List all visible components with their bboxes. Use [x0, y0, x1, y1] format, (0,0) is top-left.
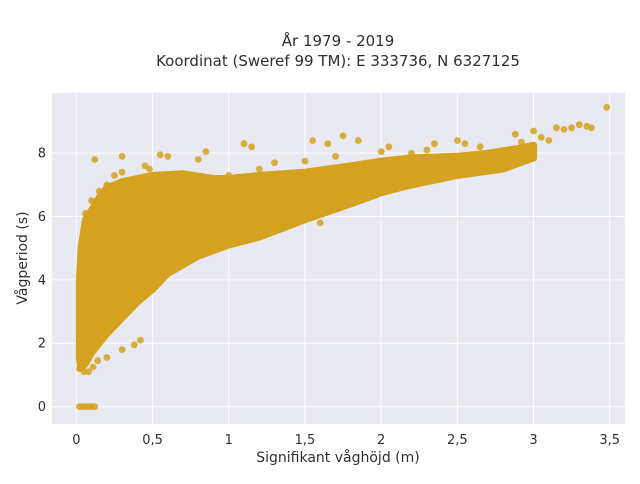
data-point	[332, 152, 339, 160]
data-point	[568, 124, 576, 132]
data-point	[248, 143, 256, 151]
data-point	[484, 162, 492, 170]
x-tick-label: 1	[225, 433, 233, 448]
data-point	[385, 143, 393, 151]
data-point	[118, 168, 126, 176]
y-tick-label: 4	[38, 273, 46, 288]
data-point	[225, 235, 233, 243]
data-point	[103, 181, 111, 189]
data-point	[377, 148, 385, 156]
data-point	[94, 357, 102, 365]
x-tick-label: 0	[72, 433, 80, 448]
data-point	[431, 140, 438, 148]
data-point	[194, 251, 202, 258]
data-point	[130, 341, 138, 349]
data-point	[408, 149, 415, 157]
data-point	[271, 159, 278, 167]
data-point	[530, 146, 537, 154]
data-point	[514, 152, 522, 160]
y-tick-label: 8	[38, 147, 46, 162]
x-tick-label: 3	[529, 433, 537, 448]
data-point	[339, 132, 347, 140]
x-tick-label: 2	[377, 433, 385, 448]
data-point	[354, 137, 362, 144]
data-point	[85, 368, 92, 376]
data-point	[118, 346, 126, 353]
data-point	[210, 175, 217, 182]
data-point	[255, 225, 263, 233]
x-tick-label: 2,5	[447, 433, 468, 448]
data-point	[377, 187, 385, 195]
data-point	[111, 172, 118, 179]
data-point	[408, 181, 415, 189]
data-point	[255, 165, 263, 173]
data-point	[77, 270, 85, 277]
data-point	[511, 130, 519, 138]
chart-title-line1: År 1979 - 2019	[282, 31, 395, 50]
x-tick-label: 3,5	[599, 433, 620, 448]
x-tick-label: 1,5	[295, 433, 316, 448]
data-point	[194, 156, 202, 163]
data-point	[530, 127, 537, 135]
data-point	[301, 213, 309, 220]
data-point	[560, 125, 568, 133]
data-point	[423, 146, 431, 154]
data-point	[553, 124, 560, 132]
data-point	[91, 403, 99, 410]
data-point	[324, 140, 332, 148]
data-point	[225, 172, 233, 179]
y-axis-label: Vågperiod (s)	[14, 211, 31, 304]
data-point	[146, 165, 153, 173]
data-point	[118, 282, 126, 290]
data-point	[316, 219, 324, 227]
y-tick-label: 6	[38, 210, 46, 225]
data-point	[77, 352, 85, 360]
data-point	[575, 121, 583, 129]
data-point	[518, 138, 525, 146]
data-point	[82, 210, 89, 217]
y-tick-label: 0	[38, 400, 46, 415]
data-point	[537, 133, 545, 141]
data-layer	[75, 103, 611, 410]
data-point	[202, 148, 210, 156]
x-axis-label: Signifikant våghöjd (m)	[256, 449, 419, 466]
y-tick-label: 2	[38, 337, 46, 352]
data-point	[137, 336, 144, 344]
data-point	[240, 140, 248, 148]
data-point	[118, 152, 126, 160]
data-point	[95, 187, 103, 195]
data-point	[156, 151, 164, 159]
data-point	[476, 143, 484, 151]
data-point	[91, 156, 99, 163]
data-point	[461, 140, 469, 148]
data-point	[79, 235, 86, 243]
data-point	[454, 137, 461, 144]
data-point	[347, 200, 355, 208]
data-point	[89, 363, 97, 371]
data-point	[164, 152, 172, 160]
data-point	[454, 172, 461, 179]
data-point	[545, 137, 553, 144]
data-point	[603, 103, 611, 111]
data-point	[588, 124, 595, 132]
data-point	[149, 267, 157, 274]
chart-title-line2: Koordinat (Sweref 99 TM): E 333736, N 63…	[156, 52, 520, 70]
data-point	[76, 314, 83, 322]
data-point	[103, 354, 111, 361]
data-point	[301, 157, 309, 165]
axes: 0 0,5 1 1,5 2 2,5 3 3,5 0 2 4 6 8	[38, 147, 620, 448]
data-point	[88, 197, 95, 205]
data-point	[309, 137, 316, 144]
x-tick-label: 0,5	[142, 433, 163, 448]
